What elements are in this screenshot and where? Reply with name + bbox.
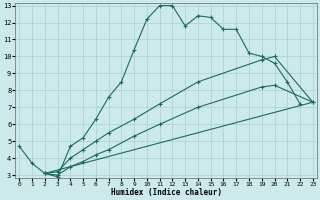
X-axis label: Humidex (Indice chaleur): Humidex (Indice chaleur) — [110, 188, 221, 197]
